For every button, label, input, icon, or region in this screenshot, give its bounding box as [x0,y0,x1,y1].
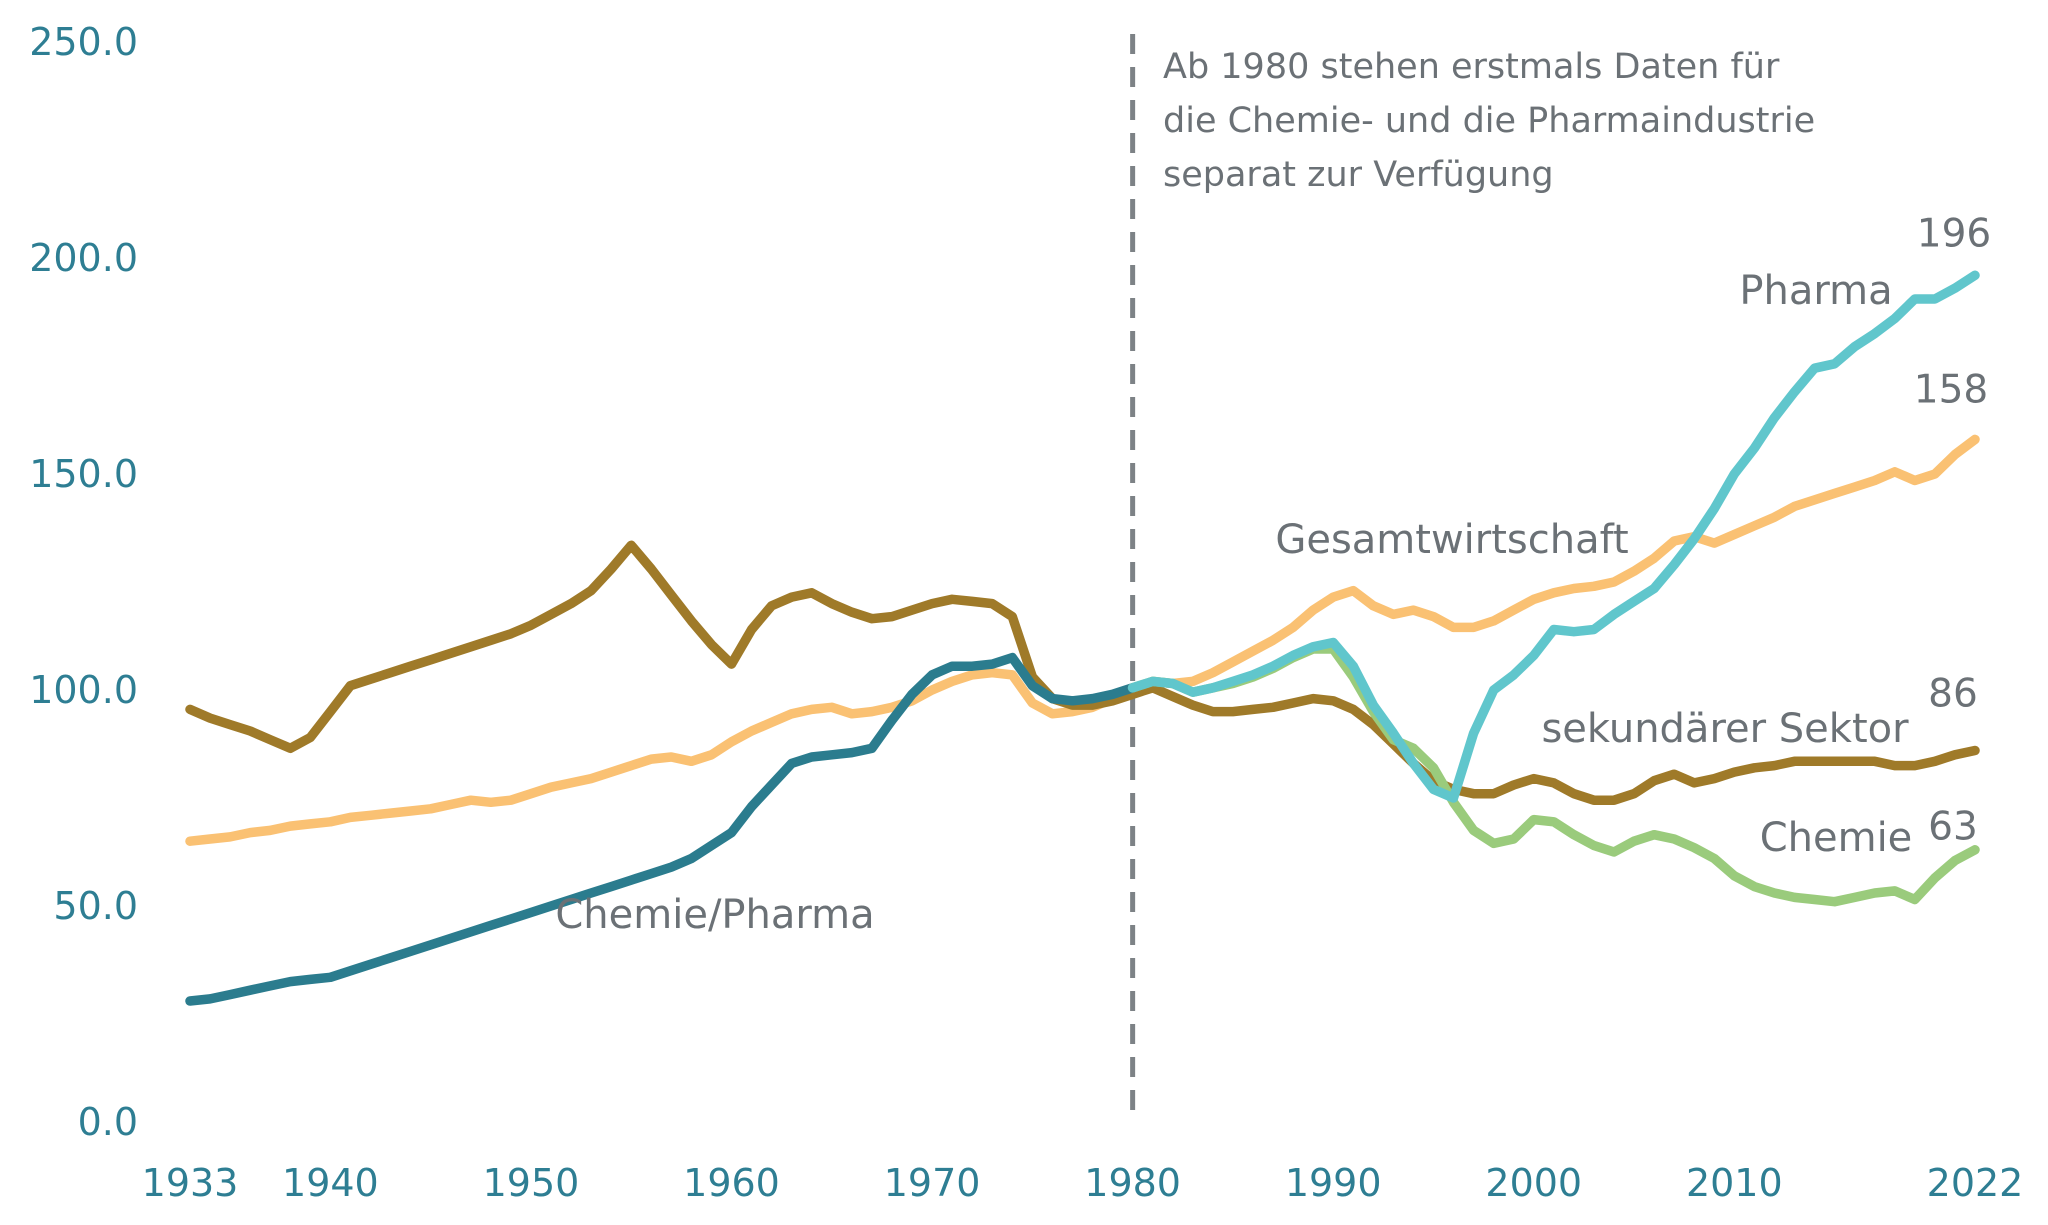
end-value-gesamtwirtschaft: 158 [1913,367,1989,413]
y-tick-label: 150.0 [29,452,138,496]
series-label-chemie: Chemie [1759,815,1913,861]
y-tick-label: 50.0 [53,884,138,928]
y-tick-label: 250.0 [29,20,138,64]
series-label-pharma: Pharma [1739,268,1893,314]
series-line-chemie-pharma [185,652,1138,1006]
x-tick-label: 2022 [1927,1161,2024,1205]
x-tick-label: 1960 [683,1161,780,1205]
series-label-chemie-pharma: Chemie/Pharma [555,892,875,938]
x-tick-label: 1980 [1084,1161,1181,1205]
series-label-gesamtwirtschaft: Gesamtwirtschaft [1275,517,1629,563]
y-tick-label: 200.0 [29,236,138,280]
data-break-annotation: Ab 1980 stehen erstmals Daten für die Ch… [1163,40,1815,202]
annotation-line-3: separat zur Verfügung [1163,155,1554,195]
x-tick-label: 1950 [483,1161,580,1205]
x-tick-label: 2000 [1485,1161,1582,1205]
series-line-chemie [1127,644,1980,907]
annotation-line-2: die Chemie- und die Pharmaindustrie [1163,101,1816,141]
end-value-chemie: 63 [1928,804,1978,850]
x-tick-label: 1933 [142,1161,239,1205]
y-axis-tick-labels: 0.0 50.0 100.0 150.0 200.0 250.0 [29,20,138,1144]
series-lines [185,270,1980,1006]
annotation-line-1: Ab 1980 stehen erstmals Daten für [1163,47,1780,87]
series-label-sekundaerer-sektor: sekundärer Sektor [1541,706,1909,752]
end-value-sekundaerer-sektor: 86 [1928,671,1978,717]
x-tick-label: 2010 [1686,1161,1783,1205]
x-tick-label: 1970 [884,1161,981,1205]
x-tick-label: 1940 [282,1161,379,1205]
series-line-pharma [1127,270,1980,803]
series-line-sekundaerer-sektor [185,540,1980,805]
y-tick-label: 0.0 [78,1100,138,1144]
x-tick-label: 1990 [1285,1161,1382,1205]
x-axis-tick-labels: 1933 1940 1950 1960 1970 1980 1990 2000 2010 2022 [142,1161,2024,1205]
y-tick-label: 100.0 [29,668,138,712]
end-value-pharma: 196 [1916,211,1992,257]
